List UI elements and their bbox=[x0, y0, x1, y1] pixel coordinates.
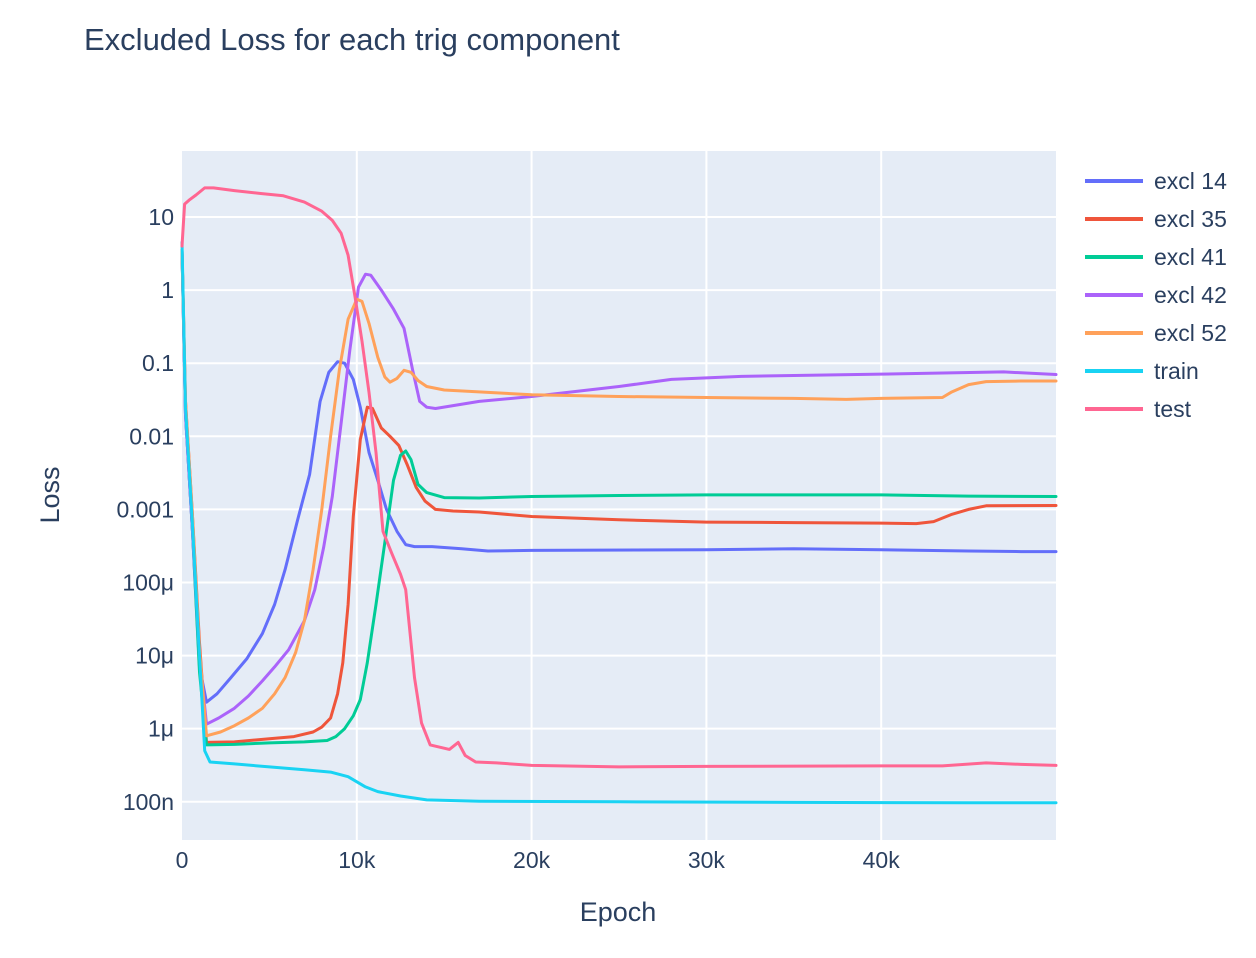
legend-item-excl-42[interactable]: excl 42 bbox=[1085, 282, 1227, 308]
y-tick-label: 100μ bbox=[122, 569, 174, 595]
series-lines bbox=[180, 186, 1058, 805]
legend-label: excl 14 bbox=[1154, 168, 1227, 194]
x-tick-label: 20k bbox=[513, 847, 551, 873]
x-tick-label: 10k bbox=[338, 847, 376, 873]
legend-item-test[interactable]: test bbox=[1085, 396, 1192, 422]
x-tick-label: 40k bbox=[863, 847, 901, 873]
y-axis-title: Loss bbox=[35, 466, 65, 523]
y-tick-label: 100n bbox=[123, 789, 174, 815]
chart-title: Excluded Loss for each trig component bbox=[84, 22, 620, 57]
legend-label: excl 42 bbox=[1154, 282, 1227, 308]
y-tick-label: 1 bbox=[161, 277, 174, 303]
legend-label: test bbox=[1154, 396, 1192, 422]
legend-item-excl-14[interactable]: excl 14 bbox=[1085, 168, 1227, 194]
x-tick-label: 0 bbox=[176, 847, 189, 873]
series-line-train bbox=[180, 240, 1058, 805]
legend[interactable]: excl 14 excl 35 excl 41 excl 42 excl 52 train… bbox=[1085, 168, 1227, 422]
legend-label: excl 41 bbox=[1154, 244, 1227, 270]
legend-label: excl 52 bbox=[1154, 320, 1227, 346]
legend-label: train bbox=[1154, 358, 1199, 384]
y-tick-label: 10μ bbox=[135, 643, 174, 669]
series-line-test bbox=[180, 186, 1058, 769]
series-line-excl-41 bbox=[180, 248, 1058, 747]
y-tick-label: 0.1 bbox=[142, 350, 174, 376]
legend-label: excl 35 bbox=[1154, 206, 1227, 232]
series-line-excl-14 bbox=[180, 248, 1058, 704]
legend-item-excl-52[interactable]: excl 52 bbox=[1085, 320, 1227, 346]
y-tick-label: 10 bbox=[148, 204, 174, 230]
legend-item-excl-35[interactable]: excl 35 bbox=[1085, 206, 1227, 232]
y-tick-label: 0.001 bbox=[116, 496, 174, 522]
x-axis-title: Epoch bbox=[580, 897, 657, 927]
series-line-excl-42 bbox=[180, 248, 1058, 726]
series-line-excl-35 bbox=[180, 248, 1058, 744]
y-tick-label: 1μ bbox=[148, 716, 174, 742]
x-tick-label: 30k bbox=[688, 847, 726, 873]
tick-labels: 0 10k 20k 30k 40k 100n 1μ 10μ 100μ 0.001 0.01 0.1 1 1… bbox=[116, 204, 900, 873]
legend-item-train[interactable]: train bbox=[1085, 358, 1199, 384]
series-line-excl-52 bbox=[180, 248, 1058, 738]
legend-item-excl-41[interactable]: excl 41 bbox=[1085, 244, 1227, 270]
y-tick-label: 0.01 bbox=[129, 423, 174, 449]
